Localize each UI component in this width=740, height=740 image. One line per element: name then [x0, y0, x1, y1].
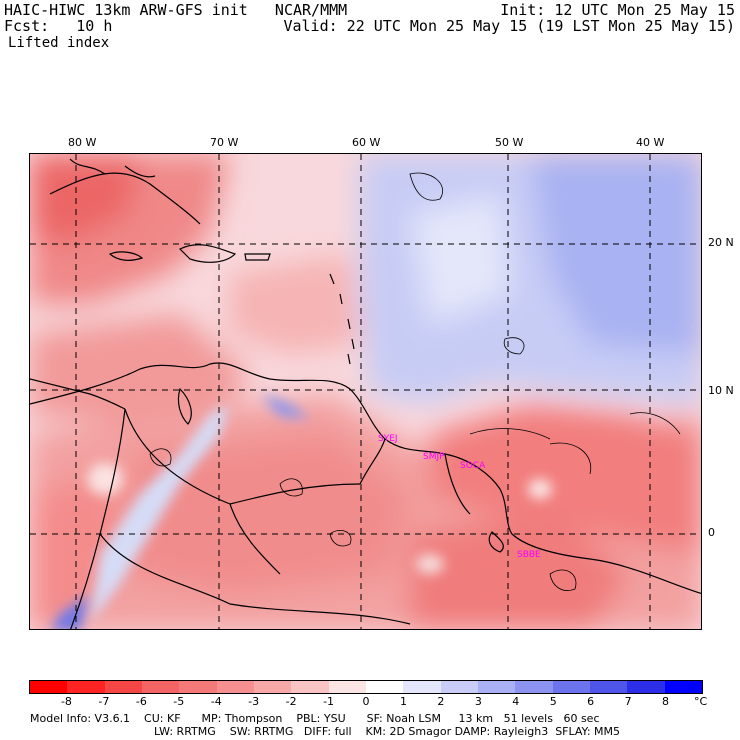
colorbar-segment [104, 681, 142, 693]
coastlines [30, 158, 701, 629]
colorbar-segment [30, 681, 68, 693]
contour-fragments [149, 172, 681, 591]
colorbar-segment [627, 681, 665, 693]
colorbar-tick-label: 6 [587, 695, 595, 708]
colorbar-segment [141, 681, 180, 693]
colorbar-segment [179, 681, 217, 693]
lat-lon-grid [30, 154, 701, 629]
lon-label-70w: 70 W [210, 136, 239, 149]
station-labels: SYEJ SMJP SOCA SBBE [378, 434, 541, 560]
colorbar-segment [440, 681, 478, 693]
footer-model-info: Model Info: V3.6.1 CU: KF MP: Thompson P… [30, 712, 600, 725]
colorbar-tick-label: -7 [98, 695, 110, 708]
colorbar-segment [477, 681, 516, 693]
lon-label-60w: 60 W [352, 136, 381, 149]
colorbar-unit: °C [694, 695, 708, 708]
model-title: HAIC-HIWC 13km ARW-GFS init NCAR/MMM [4, 1, 348, 19]
colorbar-tick-label: -2 [285, 695, 297, 708]
colorbar-tick-label: -3 [248, 695, 260, 708]
colorbar-segment [515, 681, 553, 693]
colorbar-tick-label: 7 [624, 695, 632, 708]
colorbar-tick-label: 8 [662, 695, 670, 708]
colorbar-tick-label: 0 [362, 695, 370, 708]
colorbar-tick-label: -1 [323, 695, 335, 708]
lon-label-40w: 40 W [636, 136, 665, 149]
lifted-index-map: SYEJ SMJP SOCA SBBE [29, 153, 702, 630]
valid-time: Valid: 22 UTC Mon 25 May 15 (19 LST Mon … [283, 17, 735, 35]
colorbar-segment [291, 681, 329, 693]
colorbar-segment [365, 681, 404, 693]
colorbar-tick-label: 2 [437, 695, 445, 708]
colorbar-segment [67, 681, 105, 693]
lon-label-50w: 50 W [495, 136, 524, 149]
lat-label-20n: 20 N [708, 236, 734, 249]
colorbar-segment [589, 681, 628, 693]
colorbar-tick-label: 1 [399, 695, 407, 708]
colorbar-segment [403, 681, 441, 693]
lon-label-80w: 80 W [68, 136, 97, 149]
station-smjp: SMJP [423, 452, 445, 462]
colorbar-segment [664, 681, 702, 693]
forecast-hour: Fcst: 10 h [4, 17, 113, 35]
map-svg: SYEJ SMJP SOCA SBBE [30, 154, 701, 629]
field-name: Lifted index [8, 35, 110, 51]
colorbar-tick-label: 5 [549, 695, 557, 708]
andes-stable-band [51, 394, 552, 629]
colorbar-tick-label: 4 [512, 695, 520, 708]
colorbar-tick-label: -4 [210, 695, 222, 708]
init-time: Init: 12 UTC Mon 25 May 15 [500, 1, 735, 19]
colorbar-tick-label: 3 [474, 695, 482, 708]
station-sbbe: SBBE [517, 550, 541, 560]
lat-label-10n: 10 N [708, 384, 734, 397]
colorbar-tick-label: -6 [135, 695, 147, 708]
lat-label-0: 0 [708, 526, 715, 539]
colorbar-segment [552, 681, 590, 693]
colorbar-tick-label: -8 [60, 695, 72, 708]
colorbar-segment [253, 681, 292, 693]
station-syej: SYEJ [378, 434, 398, 444]
colorbar-tick-label: -5 [173, 695, 185, 708]
station-soca: SOCA [460, 461, 486, 471]
colorbar-segment [328, 681, 366, 693]
colorbar-segment [216, 681, 254, 693]
footer-physics-info: LW: RRTMG SW: RRTMG DIFF: full KM: 2D Sm… [154, 725, 620, 738]
colorbar [29, 680, 703, 694]
